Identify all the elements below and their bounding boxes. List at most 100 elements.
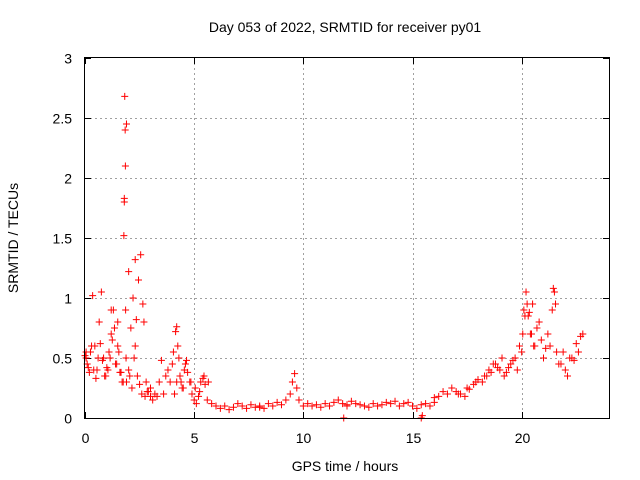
y-tick-label: 3 [64, 51, 72, 67]
data-point [183, 356, 191, 364]
data-point [127, 324, 135, 332]
data-point [238, 402, 246, 410]
y-tick-label: 2.5 [53, 111, 73, 127]
data-point [293, 384, 301, 392]
data-point [115, 348, 123, 356]
data-point [84, 364, 92, 372]
data-point [160, 390, 168, 398]
data-points [81, 92, 587, 422]
data-point [507, 360, 515, 368]
data-point [535, 318, 543, 326]
data-point [174, 342, 182, 350]
data-point [400, 400, 408, 408]
data-point [132, 316, 140, 324]
data-point [191, 384, 199, 392]
data-point [321, 400, 329, 408]
data-point [97, 288, 105, 296]
data-point [200, 372, 208, 380]
data-point [574, 348, 582, 356]
data-point [522, 288, 530, 296]
data-point [374, 402, 382, 410]
data-point [304, 400, 312, 408]
data-point [356, 401, 364, 409]
y-tick-label: 0.5 [53, 351, 73, 367]
x-tick-label: 5 [191, 430, 199, 446]
data-point [125, 268, 133, 276]
data-point [378, 401, 386, 409]
data-point [89, 292, 97, 300]
data-point [92, 374, 100, 382]
data-point [572, 340, 580, 348]
x-axis-label: GPS time / hours [292, 458, 399, 474]
data-point [409, 402, 416, 410]
data-point [542, 344, 550, 352]
data-point [430, 394, 438, 402]
data-point [330, 398, 338, 406]
data-point [463, 384, 471, 392]
data-point [448, 384, 456, 392]
data-point [234, 400, 242, 408]
data-point [107, 330, 115, 338]
data-point [143, 388, 151, 396]
data-point [108, 336, 116, 344]
data-point [544, 330, 552, 338]
data-point [104, 366, 112, 374]
data-point [511, 354, 519, 362]
data-point [91, 342, 99, 350]
data-point [131, 342, 139, 350]
data-point [498, 354, 506, 362]
data-point [291, 370, 299, 378]
data-point [523, 300, 531, 308]
data-point [435, 392, 443, 400]
data-point [204, 378, 212, 386]
data-point [564, 372, 572, 380]
data-point [334, 396, 342, 404]
data-point [454, 390, 462, 398]
data-point [171, 390, 179, 398]
data-point [125, 366, 133, 374]
data-point [169, 348, 177, 356]
data-point [212, 402, 220, 410]
data-point [404, 398, 412, 406]
data-point [525, 308, 533, 316]
data-point [527, 330, 535, 338]
data-point [142, 378, 150, 386]
data-point [166, 378, 174, 386]
data-point [192, 400, 200, 408]
data-point [312, 401, 320, 409]
data-point [180, 366, 188, 374]
data-point [513, 366, 521, 374]
data-point [273, 398, 281, 406]
data-point [485, 366, 493, 374]
data-point [120, 232, 128, 240]
data-point [443, 390, 451, 398]
data-point [122, 120, 130, 128]
data-point [352, 400, 360, 408]
data-point [395, 402, 403, 410]
data-point [100, 354, 108, 362]
grid [85, 58, 609, 418]
data-point [130, 354, 138, 362]
data-point [95, 318, 103, 326]
data-point [117, 368, 125, 376]
data-point [140, 318, 148, 326]
data-point [502, 368, 510, 376]
data-point [122, 378, 130, 386]
data-point [555, 360, 563, 368]
data-point [126, 372, 134, 380]
data-point [520, 306, 528, 314]
data-point [216, 404, 224, 412]
data-point [530, 342, 538, 350]
y-tick-label: 0 [64, 411, 72, 427]
data-point [422, 400, 430, 408]
data-point [347, 397, 355, 405]
data-point [418, 412, 426, 420]
data-point [188, 390, 196, 398]
data-point [295, 396, 303, 404]
data-point [139, 300, 147, 308]
data-point [229, 403, 237, 411]
data-point [181, 360, 189, 368]
data-point [121, 92, 129, 100]
data-point [221, 402, 229, 410]
